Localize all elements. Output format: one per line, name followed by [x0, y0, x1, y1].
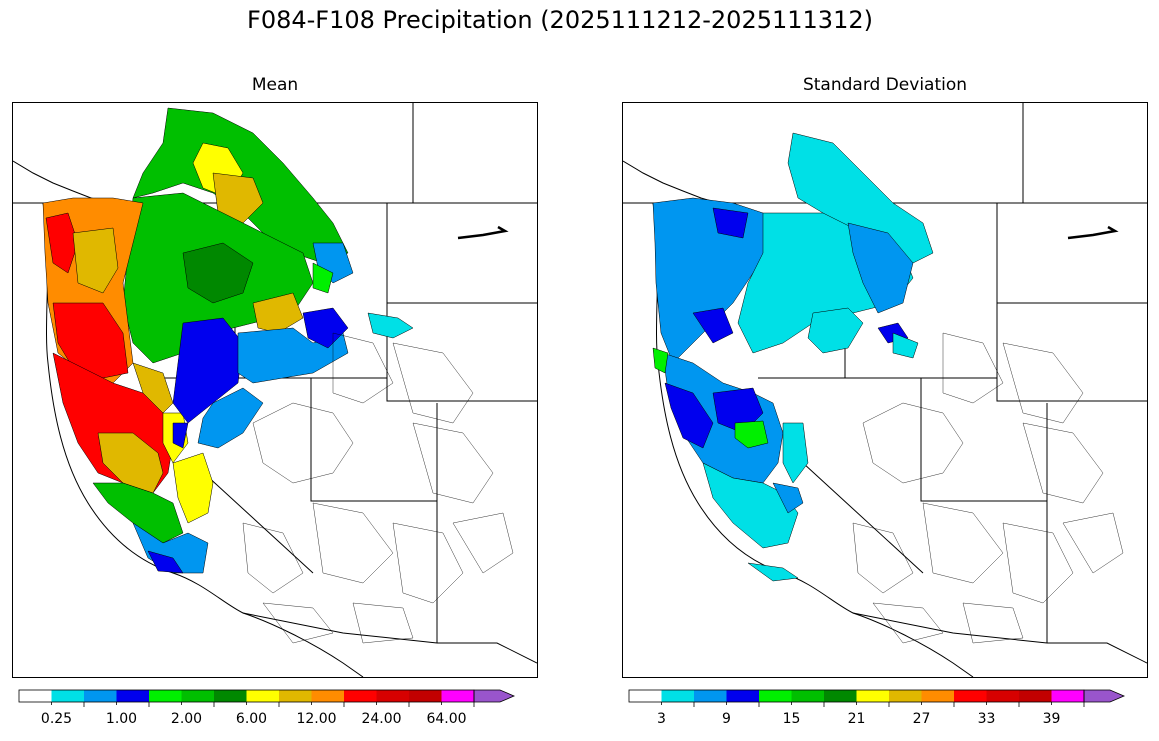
colorbar-segment [954, 690, 987, 702]
colorbar-segment [856, 690, 889, 702]
colorbar-tick-label: 0.25 [40, 711, 73, 727]
stddev-colorbar [628, 689, 1126, 707]
colorbar-segment [986, 690, 1019, 702]
colorbar-segment [84, 690, 117, 702]
mean-map [12, 102, 538, 678]
colorbar-segment [759, 690, 792, 702]
colorbar-segment [214, 690, 247, 702]
colorbar-segment [921, 690, 954, 702]
colorbar-segment [279, 690, 312, 702]
stddev-map [622, 102, 1148, 678]
colorbar-tick-label: 2.00 [170, 711, 203, 727]
colorbar-extend-arrow [473, 689, 516, 703]
colorbar-tick-label: 15 [782, 711, 801, 727]
colorbar-segment [1019, 690, 1052, 702]
colorbar-segment [661, 690, 694, 702]
colorbar-tick-label: 9 [722, 711, 731, 727]
colorbar-tick-label: 6.00 [235, 711, 268, 727]
colorbar-segment [1051, 690, 1084, 702]
colorbar-segment [181, 690, 214, 702]
colorbar-segment [824, 690, 857, 702]
panel-title-mean: Mean [251, 75, 299, 95]
colorbar-tick-label: 33 [977, 711, 996, 727]
colorbar-segment [441, 690, 474, 702]
colorbar-tick-label: 39 [1042, 711, 1061, 727]
colorbar-segment [51, 690, 84, 702]
colorbar-segment [791, 690, 824, 702]
colorbar-tick-label: 12.00 [296, 711, 337, 727]
colorbar-tick-label: 21 [847, 711, 866, 727]
colorbar-segment [149, 690, 182, 702]
panel-title-stddev: Standard Deviation [802, 75, 968, 95]
colorbar-segment [311, 690, 344, 702]
colorbar-segment [726, 690, 759, 702]
mean-colorbar [18, 689, 516, 707]
colorbar-segment [409, 690, 442, 702]
colorbar-tick-label: 64.00 [426, 711, 467, 727]
colorbar-tick-label: 27 [912, 711, 931, 727]
colorbar-segment [629, 690, 662, 702]
colorbar-segment [344, 690, 377, 702]
colorbar-segment [694, 690, 727, 702]
colorbar-segment [889, 690, 922, 702]
colorbar-tick-label: 1.00 [105, 711, 138, 727]
colorbar-tick-label: 3 [657, 711, 666, 727]
figure-title: F084-F108 Precipitation (2025111212-2025… [247, 6, 873, 34]
colorbar-extend-arrow [1083, 689, 1126, 703]
colorbar-segment [376, 690, 409, 702]
colorbar-segment [246, 690, 279, 702]
colorbar-segment [116, 690, 149, 702]
colorbar-segment [19, 690, 52, 702]
colorbar-tick-label: 24.00 [361, 711, 402, 727]
